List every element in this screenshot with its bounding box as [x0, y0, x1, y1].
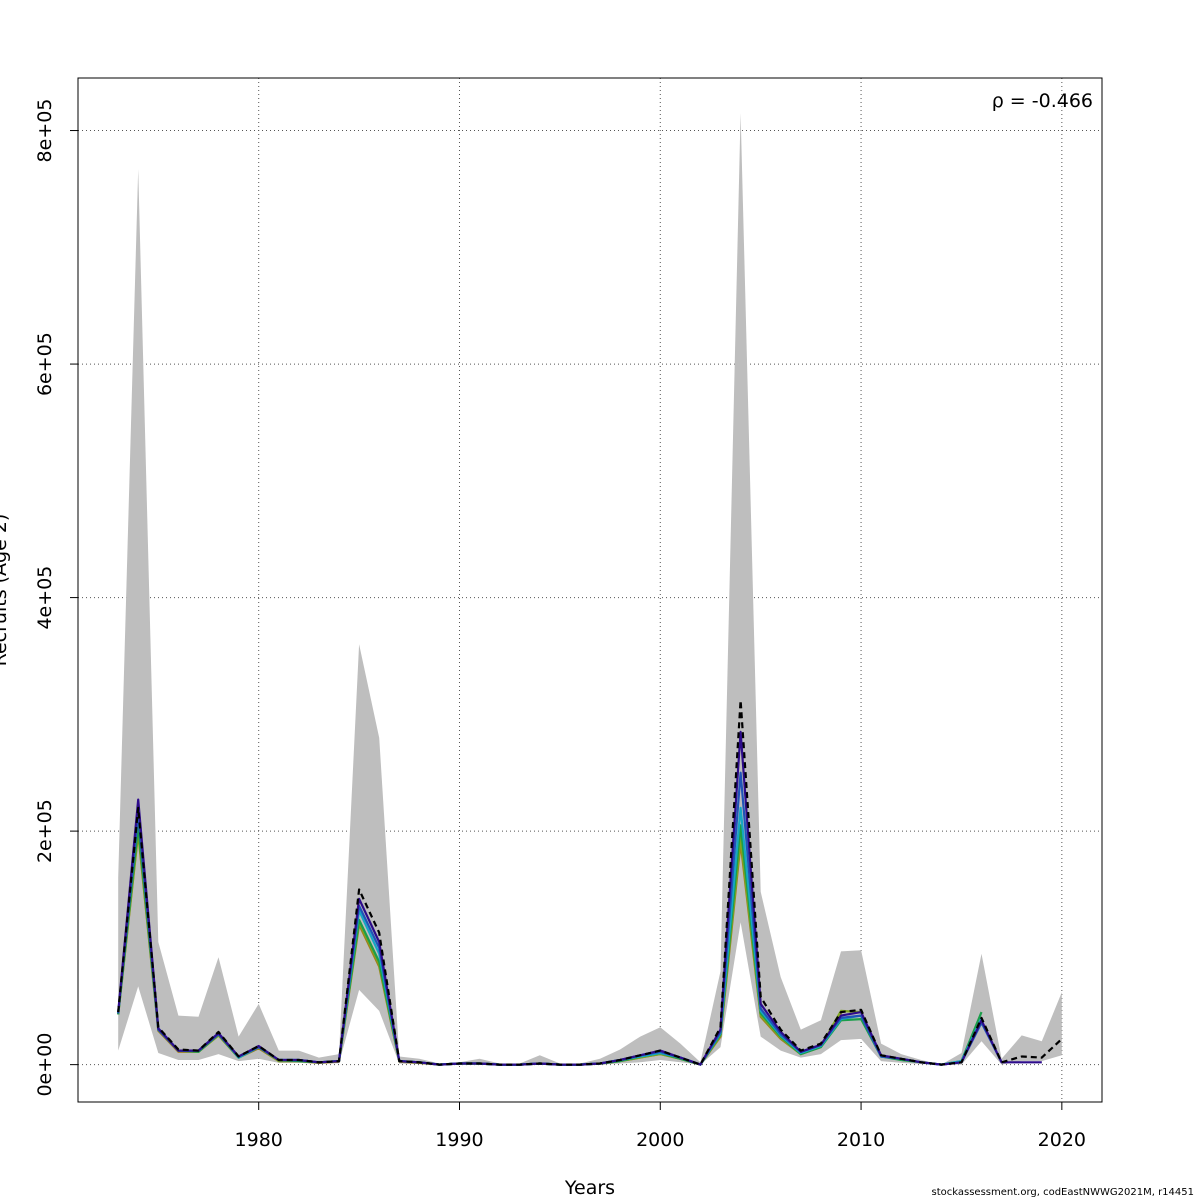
- x-tick-label: 1980: [235, 1129, 283, 1151]
- base-estimate-line: [117, 699, 1063, 1066]
- rho-annotation: ρ = -0.466: [992, 90, 1093, 112]
- y-tick-label: 6e+05: [34, 332, 56, 396]
- x-tick-label: 2000: [636, 1129, 684, 1151]
- y-tick-label: 4e+05: [34, 566, 56, 630]
- y-axis: 0e+00 2e+05 4e+05 6e+05 8e+05: [34, 99, 78, 1097]
- y-tick-label: 8e+05: [34, 99, 56, 163]
- x-axis: 1980 1990 2000 2010 2020: [235, 1102, 1086, 1151]
- y-tick-label: 0e+00: [34, 1033, 56, 1097]
- x-axis-label: Years: [564, 1177, 615, 1199]
- x-tick-label: 2010: [837, 1129, 885, 1151]
- x-tick-label: 2020: [1038, 1129, 1086, 1151]
- y-tick-label: 2e+05: [34, 799, 56, 863]
- plot-frame: [77, 77, 1103, 1103]
- ci-band-area: [118, 113, 1062, 1065]
- y-axis-label: Recruits (Age 2): [0, 514, 11, 667]
- source-footer: stockassessment.org, codEastNWWG2021M, r…: [931, 1187, 1194, 1198]
- series-lines: [117, 699, 1063, 1066]
- gridlines: [78, 78, 1102, 1102]
- x-tick-label: 1990: [435, 1129, 483, 1151]
- confidence-band: [118, 113, 1062, 1065]
